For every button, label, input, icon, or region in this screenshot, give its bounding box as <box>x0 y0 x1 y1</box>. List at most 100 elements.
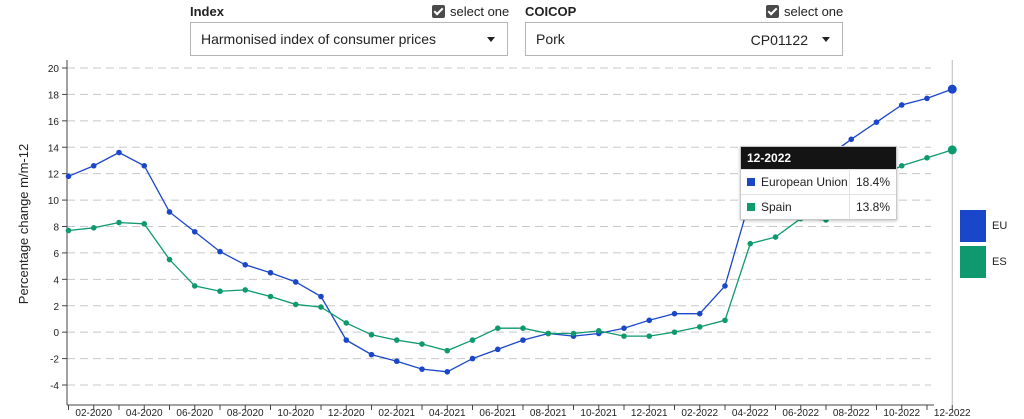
data-point-eu <box>419 366 425 372</box>
data-point-es <box>722 317 728 324</box>
y-axis-title: Percentage change m/m-12 <box>16 144 31 304</box>
index-label: Index <box>190 4 224 19</box>
x-axis: 02-2020 04-2020 06-2020 08-2020 10-2020 12-20… <box>67 404 971 419</box>
data-point-es <box>318 304 324 310</box>
coicop-select-one-label: select one <box>784 4 844 19</box>
data-point-eu <box>444 368 451 375</box>
data-point-es <box>772 234 779 240</box>
data-point-es <box>191 283 198 289</box>
data-point-es <box>570 330 577 337</box>
coicop-label: COICOP <box>525 4 577 19</box>
data-point-eu <box>217 248 223 255</box>
x-tick-label: 04-2022 <box>732 408 769 419</box>
data-point-eu <box>696 310 703 317</box>
x-tick-label: 02-2022 <box>681 408 718 419</box>
data-point-eu <box>671 310 678 317</box>
data-point-es <box>520 325 526 332</box>
data-point-es <box>747 240 754 247</box>
data-point-es <box>90 225 97 231</box>
index-select-one-label: select one <box>450 4 510 19</box>
index-dropdown[interactable]: Harmonised index of consumer prices <box>190 22 508 56</box>
tooltip-row: Spain 13.8% <box>741 194 896 219</box>
data-point-eu <box>722 283 728 289</box>
data-point-es <box>469 337 476 343</box>
x-tick-label: 10-2021 <box>580 408 617 419</box>
data-point-eu <box>848 136 855 143</box>
y-tick-label: 4 <box>53 275 59 286</box>
data-point-es <box>242 287 249 293</box>
coicop-dropdown[interactable]: Pork CP01122 <box>525 22 843 56</box>
x-tick-label: 04-2021 <box>429 408 466 419</box>
checkbox-icon[interactable] <box>766 5 779 18</box>
data-point-eu <box>368 351 375 358</box>
data-point-es <box>419 341 425 347</box>
x-tick-label: 08-2021 <box>530 408 567 419</box>
data-point-eu <box>646 317 653 324</box>
caret-down-icon <box>487 37 495 42</box>
data-point-es <box>141 221 148 227</box>
series-lines <box>65 84 957 375</box>
data-point-es <box>494 325 501 332</box>
data-point-es <box>217 288 223 295</box>
tooltip-swatch <box>747 178 755 186</box>
data-point-eu <box>141 162 148 169</box>
data-point-es <box>646 333 653 339</box>
x-tick-label: 06-2021 <box>479 408 516 419</box>
y-tick-label: 20 <box>48 64 60 75</box>
x-tick-label: 02-2020 <box>75 408 112 419</box>
caret-down-icon <box>822 37 830 42</box>
data-point-es <box>267 293 274 300</box>
data-point-eu <box>494 346 501 353</box>
index-select-one-toggle[interactable]: select one <box>432 4 509 19</box>
legend-swatch-eu[interactable] <box>960 210 986 242</box>
data-point-eu <box>166 209 173 215</box>
tooltip-swatch <box>747 203 755 211</box>
checkbox-icon[interactable] <box>432 5 445 18</box>
data-point-eu <box>545 330 552 337</box>
data-point-es <box>65 227 72 234</box>
y-tick-label: 8 <box>53 223 59 234</box>
y-tick-label: 2 <box>53 302 59 313</box>
data-point-eu <box>116 149 122 156</box>
tooltip-title: 12-2022 <box>741 147 896 169</box>
data-point-es <box>621 333 627 339</box>
x-tick-label: 06-2020 <box>176 408 213 419</box>
legend-label-eu[interactable]: EU <box>992 220 1008 232</box>
data-point-es <box>292 301 299 308</box>
data-point-eu <box>873 119 880 125</box>
x-tick-label: 10-2022 <box>883 408 920 419</box>
data-point-es <box>116 219 122 226</box>
index-dropdown-value: Harmonised index of consumer prices <box>201 31 436 47</box>
data-point-eu <box>267 269 274 276</box>
y-tick-label: 10 <box>48 196 60 207</box>
legend-swatch-es[interactable] <box>960 246 986 278</box>
data-point-eu <box>469 355 476 362</box>
y-tick-label: 16 <box>48 117 60 128</box>
data-point-eu <box>393 358 400 365</box>
tooltip-series-value: 18.4% <box>856 175 891 189</box>
data-point-eu <box>947 84 957 94</box>
data-point-eu <box>570 333 577 339</box>
legend-label-es[interactable]: ES <box>992 256 1007 268</box>
data-point-eu <box>292 279 299 285</box>
data-point-eu <box>65 173 72 180</box>
data-point-es <box>696 324 703 330</box>
y-tick-label: 0 <box>53 328 59 339</box>
data-point-es <box>671 329 678 335</box>
data-point-eu <box>520 337 526 343</box>
y-tick-label: 6 <box>53 249 59 260</box>
data-point-es <box>444 347 451 354</box>
grid-lines <box>67 60 953 405</box>
y-tick-label: -2 <box>50 355 59 366</box>
data-point-es <box>898 162 905 169</box>
tooltip-series-name: Spain <box>761 200 792 214</box>
x-tick-label: 12-2021 <box>631 408 668 419</box>
coicop-select-one-toggle[interactable]: select one <box>766 4 843 19</box>
series-line-eu <box>68 88 953 373</box>
data-point-eu <box>318 293 324 300</box>
tooltip-series-value: 13.8% <box>856 200 891 214</box>
data-point-es <box>368 332 375 338</box>
coicop-dropdown-value: Pork <box>536 31 565 47</box>
data-point-es <box>166 256 173 263</box>
y-tick-label: 14 <box>48 143 60 154</box>
